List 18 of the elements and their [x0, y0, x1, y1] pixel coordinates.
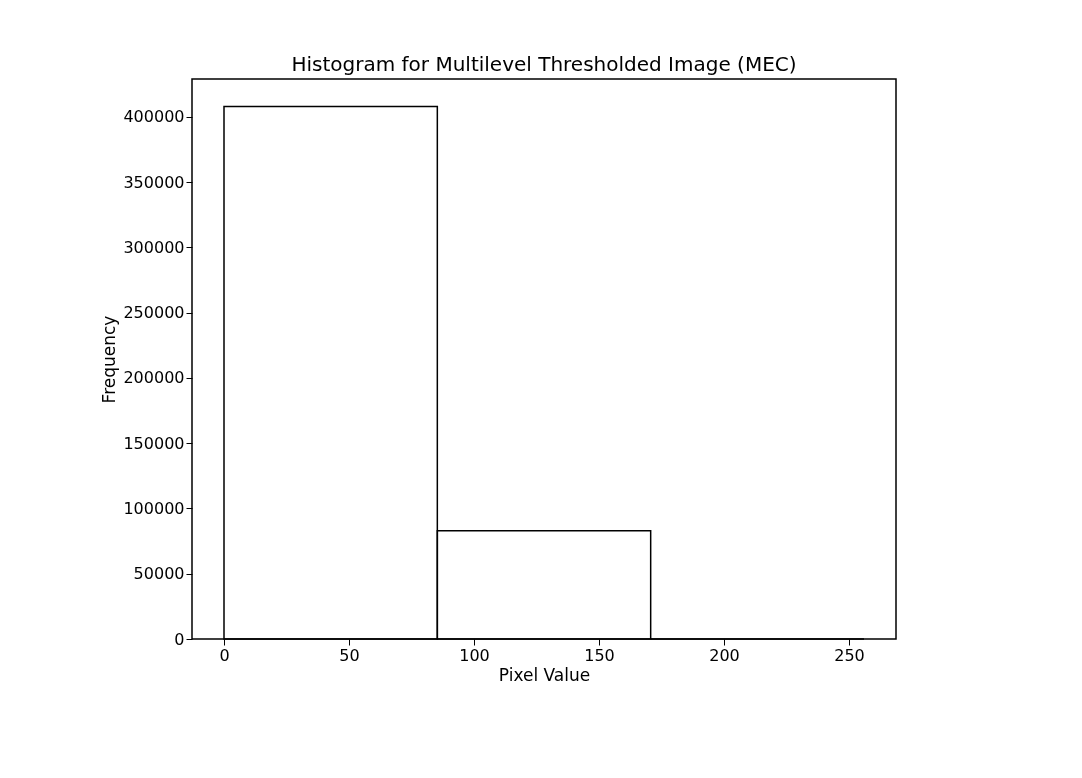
y-tick-label: 300000 [123, 237, 185, 257]
y-tick-label: 200000 [123, 368, 185, 388]
chart-title: Histogram for Multilevel Thresholded Image (MEC) [291, 52, 797, 76]
y-tick-label: 250000 [123, 303, 185, 323]
y-tick-label: 0 [174, 629, 185, 649]
x-axis-title: Pixel Value [498, 664, 591, 685]
y-tick-label: 100000 [123, 498, 185, 518]
y-tick-label: 350000 [123, 172, 185, 192]
y-tick-label: 400000 [123, 107, 185, 127]
y-tick-label: 150000 [123, 433, 185, 453]
x-tick-label: 50 [339, 645, 360, 665]
x-tick-label: 150 [584, 645, 615, 665]
x-tick-label: 250 [834, 645, 865, 665]
y-tick-label: 50000 [133, 564, 185, 584]
x-tick-label: 0 [219, 645, 230, 665]
x-tick-label: 200 [709, 645, 740, 665]
x-tick-label: 100 [459, 645, 490, 665]
y-axis-title: Frequency [99, 315, 120, 404]
